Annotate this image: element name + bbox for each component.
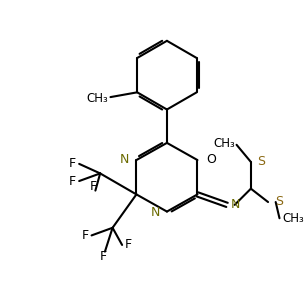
Text: F: F xyxy=(125,239,132,251)
Text: N: N xyxy=(151,206,160,219)
Text: CH₃: CH₃ xyxy=(213,137,235,150)
Text: CH₃: CH₃ xyxy=(282,212,304,225)
Text: CH₃: CH₃ xyxy=(87,92,109,105)
Text: F: F xyxy=(90,180,97,193)
Text: N: N xyxy=(231,198,240,211)
Text: F: F xyxy=(69,157,76,170)
Text: N: N xyxy=(119,153,129,166)
Text: F: F xyxy=(99,250,106,263)
Text: F: F xyxy=(69,175,76,187)
Text: S: S xyxy=(257,155,266,167)
Text: O: O xyxy=(206,153,216,166)
Text: F: F xyxy=(81,229,88,242)
Text: S: S xyxy=(275,194,283,208)
